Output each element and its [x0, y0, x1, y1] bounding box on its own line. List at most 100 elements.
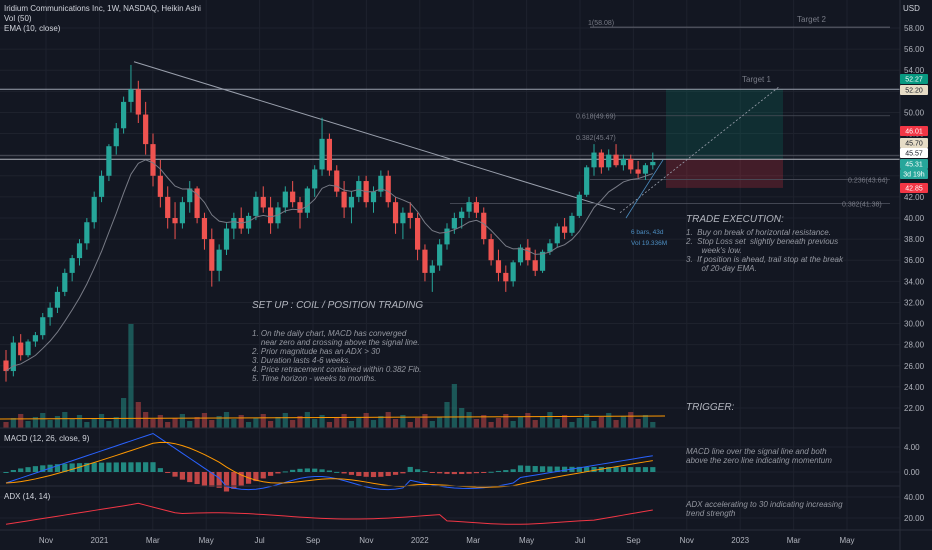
volume-bar	[282, 413, 288, 428]
fib-labels: 1(58.08) Target 2 Target 1 0.618(49.69) 0.38…	[576, 15, 888, 208]
volume-bar	[187, 421, 193, 428]
macd-histogram-bar	[385, 472, 391, 477]
macd-histogram-bar	[525, 465, 531, 472]
execution-item: of 20-day EMA.	[686, 264, 757, 273]
adx-line	[5, 502, 653, 525]
candle-body	[245, 215, 252, 229]
target-2-label: Target 2	[797, 15, 826, 24]
volume-bar	[157, 415, 163, 428]
signal-line	[5, 441, 653, 488]
macd-histogram-bar	[187, 472, 193, 483]
price-tags: 52.27 52.20 46.01 45.70 45.57 45.31 3d 19h 42.8…	[900, 74, 928, 193]
volume-bar	[91, 418, 97, 428]
setup-item: 2. Prior magnitude has an ADX > 30	[252, 347, 380, 356]
volume-bar	[363, 413, 369, 428]
candle-body	[47, 307, 53, 318]
macd-histogram-bar	[334, 471, 340, 473]
macd-histogram-bar	[179, 472, 185, 480]
volume-bar	[370, 420, 377, 428]
volume-bar	[106, 421, 112, 428]
volume-indicator-label[interactable]: Vol (50)	[4, 14, 32, 23]
macd-histogram-bar	[3, 472, 9, 473]
macd-histogram-bar	[444, 472, 450, 474]
macd-histogram-bar	[547, 466, 553, 472]
macd-histogram-bar	[268, 472, 274, 476]
volume-bar	[260, 414, 266, 428]
macd-histogram-bar	[275, 472, 281, 474]
macd-histogram-bar	[473, 472, 479, 474]
candle-body	[201, 218, 208, 240]
candle-body	[466, 202, 472, 212]
volume-bar	[437, 417, 443, 428]
candle-body	[620, 158, 626, 166]
macd-histogram-bar	[495, 470, 502, 472]
volume-bar	[98, 414, 105, 428]
macd-histogram-bar	[517, 465, 524, 472]
candle-body	[150, 144, 156, 176]
volume-bar	[209, 420, 215, 428]
macd-histogram-bar	[650, 467, 656, 472]
macd-histogram-bar	[532, 466, 538, 472]
macd-histogram-bar	[591, 466, 597, 472]
candle-body	[473, 202, 479, 213]
macd-histogram-bar	[481, 472, 487, 473]
volume-bar	[459, 408, 465, 428]
candle-body	[539, 251, 546, 271]
time-tick-label: Nov	[39, 536, 53, 545]
candle-body	[635, 169, 641, 174]
macd-label[interactable]: MACD (12, 26, close, 9)	[4, 434, 90, 443]
price-tick-label: 28.00	[904, 341, 925, 350]
candle-body	[98, 175, 105, 197]
volume-bar	[18, 414, 24, 428]
candle-body	[370, 191, 377, 203]
chart-legend: Iridium Communications Inc, 1W, NASDAQ, …	[4, 4, 201, 34]
macd-note: MACD line over the signal line and both …	[686, 447, 832, 465]
volume-bar	[179, 414, 185, 428]
volume-bar	[606, 413, 612, 428]
volume-bar	[268, 421, 274, 428]
candle-body	[18, 342, 24, 356]
volume-bar	[54, 416, 61, 428]
volume-bar	[569, 422, 575, 428]
adx-label[interactable]: ADX (14, 14)	[4, 492, 51, 501]
price-tick-label: 30.00	[904, 320, 925, 329]
candle-body	[503, 272, 509, 282]
macd-axis: 4.00 0.00	[904, 443, 920, 477]
candle-body	[40, 317, 46, 336]
macd-histogram-bar	[223, 472, 230, 492]
setup-item: 5. Time horizon - weeks to months.	[252, 374, 377, 383]
volume-bar	[429, 421, 435, 428]
ema-indicator-label[interactable]: EMA (10, close)	[4, 24, 61, 33]
macd-histogram-bar	[150, 462, 156, 472]
price-tick-label: 24.00	[904, 383, 925, 392]
price-tag	[900, 85, 928, 95]
adx-note-line: trend strength	[686, 509, 736, 518]
price-tag-text: 42.85	[905, 186, 923, 193]
macd-histogram-bar	[437, 472, 443, 474]
macd-histogram-bar	[363, 472, 369, 477]
macd-histogram-bar	[18, 468, 24, 472]
volume-bar	[297, 416, 303, 428]
volume-bar	[473, 419, 479, 428]
adx-tick-label: 40.00	[904, 493, 925, 502]
macd-histogram-bar	[260, 472, 266, 479]
candle-body	[216, 249, 222, 271]
macd-histogram-bar	[10, 470, 16, 472]
candle-body	[223, 228, 230, 250]
volume-bar	[172, 418, 178, 428]
macd-histogram-bar	[392, 472, 399, 475]
volume-bar	[3, 422, 9, 428]
candle-body	[444, 228, 450, 245]
profit-zone	[666, 89, 783, 160]
fib-label-top: 1(58.08)	[588, 20, 614, 27]
candle-body	[32, 335, 38, 342]
volume-bar	[62, 412, 68, 428]
setup-item: near zero and crossing above the signal …	[252, 338, 420, 347]
symbol-title[interactable]: Iridium Communications Inc, 1W, NASDAQ, …	[4, 4, 201, 13]
candle-body	[135, 89, 141, 115]
execution-item: 3. If position is ahead, trail stop at t…	[686, 255, 843, 264]
execution-item: 1. Buy on break of horizontal resistance…	[686, 228, 831, 237]
candle-body	[642, 165, 649, 174]
volume-bar	[290, 420, 296, 428]
